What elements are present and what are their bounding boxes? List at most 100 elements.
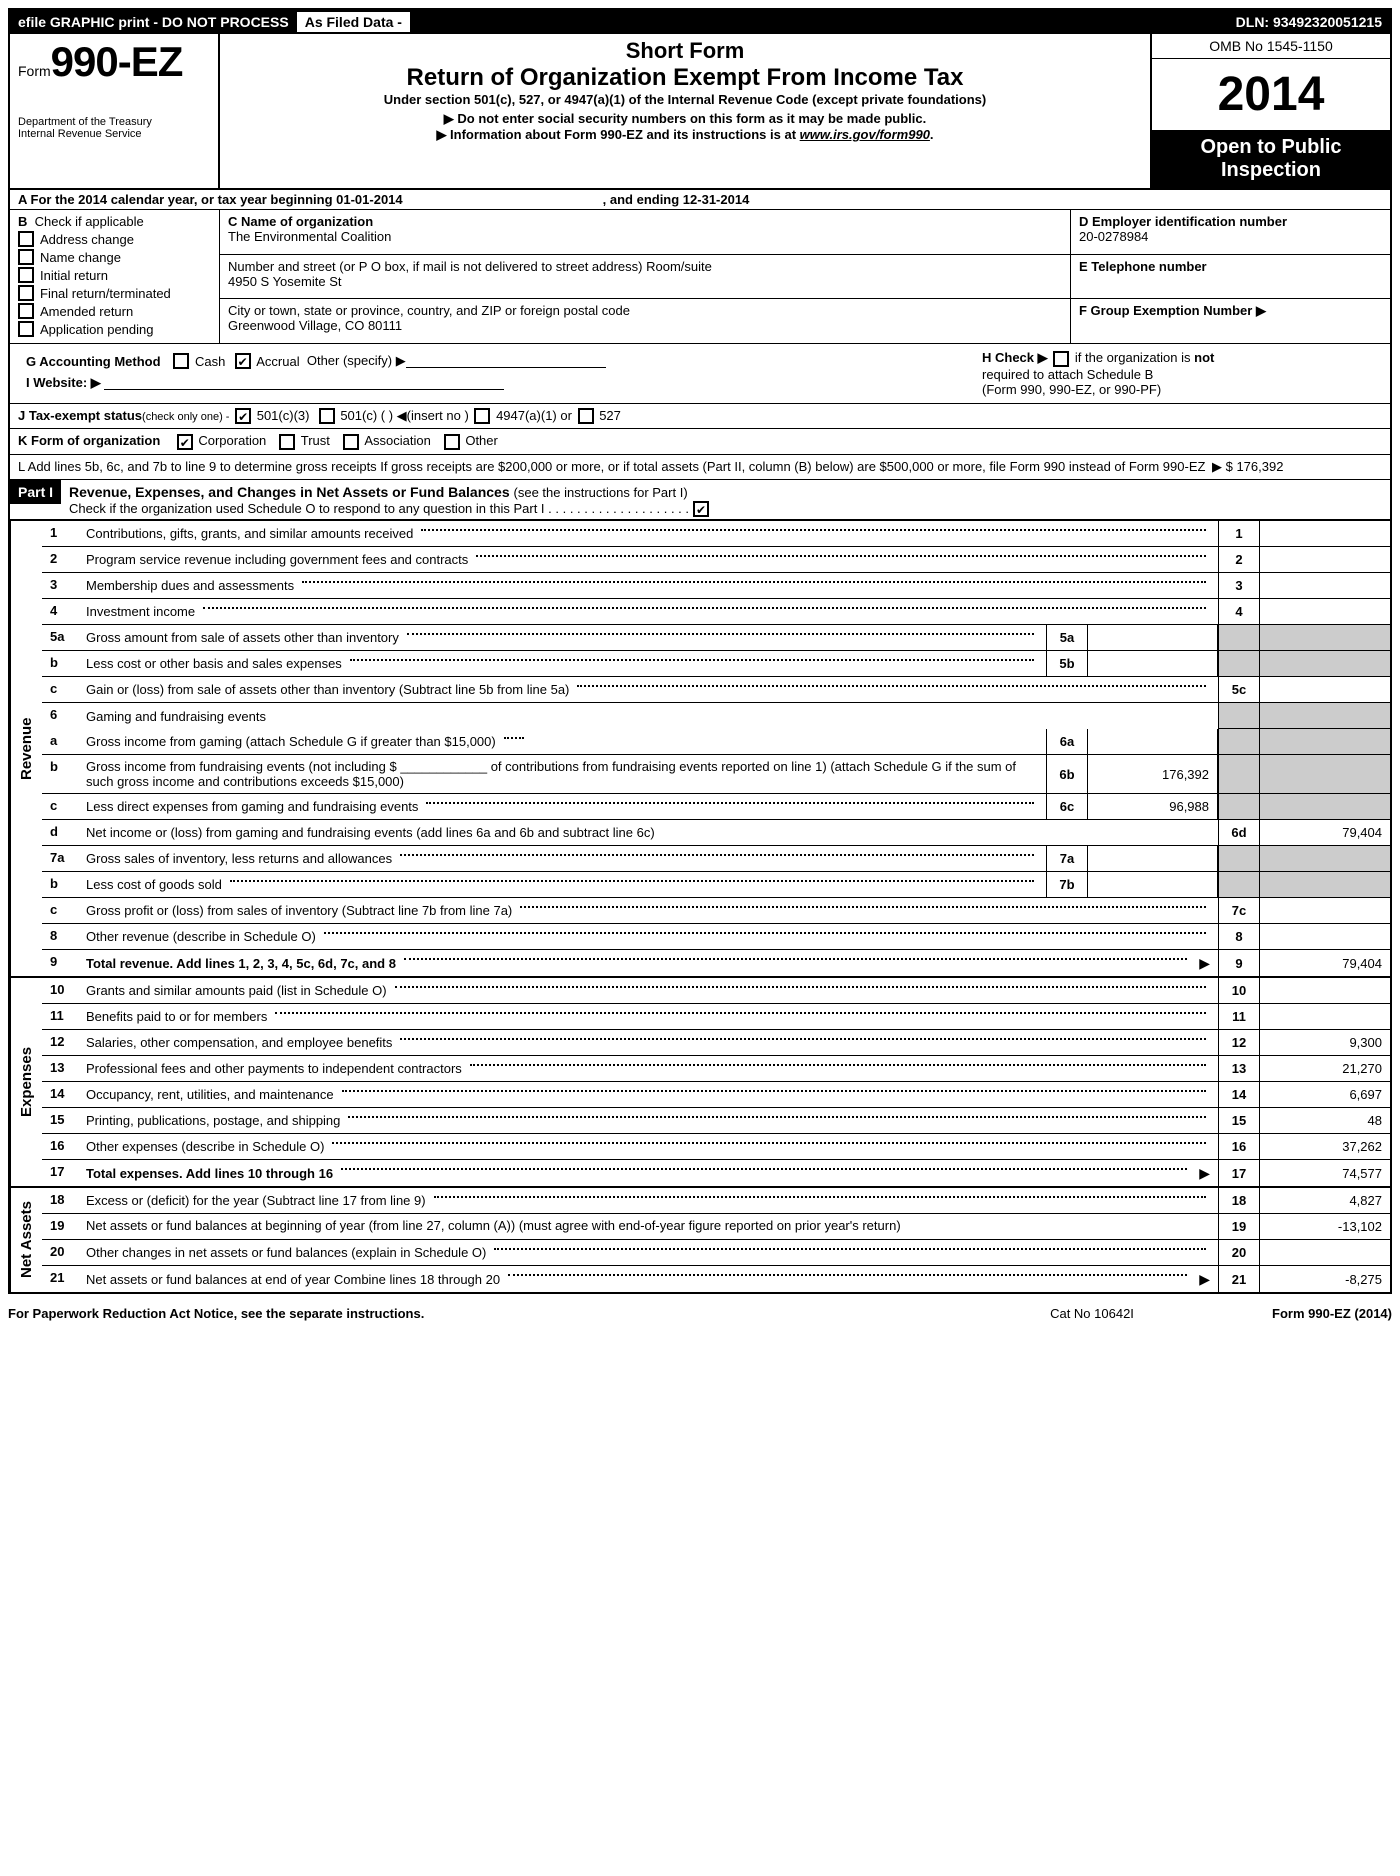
cb-name-change[interactable]: Name change	[18, 249, 211, 265]
section-b-c-d: B Check if applicable Address change Nam…	[10, 210, 1390, 344]
row-a-label: A For the 2014 calendar year, or tax yea…	[18, 192, 403, 207]
line-17: 17 Total expenses. Add lines 10 through …	[42, 1160, 1390, 1186]
line-12: 12 Salaries, other compensation, and emp…	[42, 1030, 1390, 1056]
revenue-body: 1 Contributions, gifts, grants, and simi…	[42, 521, 1390, 976]
row-a-ending: , and ending 12-31-2014	[603, 192, 750, 207]
line-4: 4 Investment income 4	[42, 599, 1390, 625]
open-public-1: Open to Public	[1158, 136, 1384, 159]
row-g: G Accounting Method Cash Accrual Other (…	[18, 350, 982, 372]
line-6d: d Net income or (loss) from gaming and f…	[42, 820, 1390, 846]
form-number: 990-EZ	[51, 38, 183, 85]
other-blank	[406, 354, 606, 368]
cb-501c[interactable]	[319, 408, 335, 424]
cb-address-change[interactable]: Address change	[18, 231, 211, 247]
col-c-name-label: C Name of organization	[228, 214, 373, 229]
line-3: 3 Membership dues and assessments 3	[42, 573, 1390, 599]
cb-application-pending[interactable]: Application pending	[18, 321, 211, 337]
section-g-h: G Accounting Method Cash Accrual Other (…	[10, 344, 1390, 404]
cb-corp[interactable]	[177, 434, 193, 450]
org-city: Greenwood Village, CO 80111	[228, 318, 1062, 333]
footer-right: Form 990-EZ (2014)	[1192, 1306, 1392, 1321]
col-b-label: B	[18, 214, 27, 229]
col-c-street-cell: Number and street (or P O box, if mail i…	[220, 255, 1070, 300]
part-1-header: Part I Revenue, Expenses, and Changes in…	[10, 480, 1390, 522]
cb-trust[interactable]	[279, 434, 295, 450]
line-1: 1 Contributions, gifts, grants, and simi…	[42, 521, 1390, 547]
row-l-amount: ▶ $ 176,392	[1212, 459, 1382, 475]
cb-other[interactable]	[444, 434, 460, 450]
col-h: H Check ▶ if the organization is not req…	[982, 350, 1382, 397]
line-6a: a Gross income from gaming (attach Sched…	[42, 729, 1390, 755]
col-c-name-cell: C Name of organization The Environmental…	[220, 210, 1070, 255]
col-c-city-cell: City or town, state or province, country…	[220, 299, 1070, 343]
revenue-side-label: Revenue	[10, 521, 42, 976]
part-1-title: Revenue, Expenses, and Changes in Net As…	[61, 482, 1390, 520]
col-c-city-label: City or town, state or province, country…	[228, 303, 1062, 318]
line-11: 11 Benefits paid to or for members 11	[42, 1004, 1390, 1030]
cb-4947[interactable]	[474, 408, 490, 424]
top-bar-mid: As Filed Data -	[297, 12, 410, 32]
open-public-2: Inspection	[1158, 159, 1384, 182]
line-5b: b Less cost or other basis and sales exp…	[42, 651, 1390, 677]
header-right: OMB No 1545-1150 2014 Open to Public Ins…	[1150, 34, 1390, 188]
cb-accrual[interactable]	[235, 353, 251, 369]
col-g: G Accounting Method Cash Accrual Other (…	[18, 350, 982, 397]
line-2: 2 Program service revenue including gove…	[42, 547, 1390, 573]
line-18: 18 Excess or (deficit) for the year (Sub…	[42, 1188, 1390, 1214]
notice-1: ▶ Do not enter social security numbers o…	[236, 111, 1134, 127]
col-d: D Employer identification number 20-0278…	[1070, 210, 1390, 343]
col-d-phone-label: E Telephone number	[1079, 259, 1382, 274]
form-id-cell: Form990-EZ Department of the Treasury In…	[10, 34, 220, 188]
cb-cash[interactable]	[173, 353, 189, 369]
col-d-ein-cell: D Employer identification number 20-0278…	[1071, 210, 1390, 255]
cb-527[interactable]	[578, 408, 594, 424]
dept-line1: Department of the Treasury	[18, 116, 210, 128]
cb-assoc[interactable]	[343, 434, 359, 450]
line-13: 13 Professional fees and other payments …	[42, 1056, 1390, 1082]
header-row: Form990-EZ Department of the Treasury In…	[10, 34, 1390, 190]
col-c: C Name of organization The Environmental…	[220, 210, 1070, 343]
top-bar-left: efile GRAPHIC print - DO NOT PROCESS	[10, 12, 297, 32]
row-l-text: L Add lines 5b, 6c, and 7b to line 9 to …	[18, 459, 1212, 475]
part-1-check: Check if the organization used Schedule …	[69, 501, 711, 516]
line-19: 19 Net assets or fund balances at beginn…	[42, 1214, 1390, 1240]
open-public: Open to Public Inspection	[1152, 130, 1390, 188]
netassets-side-label: Net Assets	[10, 1188, 42, 1292]
footer-mid: Cat No 10642I	[992, 1306, 1192, 1321]
line-7c: c Gross profit or (loss) from sales of i…	[42, 898, 1390, 924]
row-g-label: G Accounting Method	[26, 354, 161, 369]
expenses-side-label: Expenses	[10, 978, 42, 1186]
org-name: The Environmental Coalition	[228, 229, 1062, 244]
irs-link[interactable]: www.irs.gov/form990	[800, 127, 930, 142]
ein-value: 20-0278984	[1079, 229, 1382, 244]
part-1-label: Part I	[10, 480, 61, 504]
notice-2: ▶ Information about Form 990-EZ and its …	[236, 127, 1134, 143]
cb-part1-scho[interactable]	[693, 501, 709, 517]
row-j-label: J Tax-exempt status	[18, 408, 142, 423]
row-h-line2: required to attach Schedule B	[982, 367, 1382, 382]
col-b-check-label: Check if applicable	[35, 214, 144, 229]
cb-initial-return[interactable]: Initial return	[18, 267, 211, 283]
website-blank	[104, 376, 504, 390]
cb-h[interactable]	[1053, 351, 1069, 367]
revenue-section: Revenue 1 Contributions, gifts, grants, …	[10, 521, 1390, 978]
row-l: L Add lines 5b, 6c, and 7b to line 9 to …	[10, 455, 1390, 480]
cb-amended-return[interactable]: Amended return	[18, 303, 211, 319]
footer: For Paperwork Reduction Act Notice, see …	[0, 1302, 1400, 1325]
cb-final-return[interactable]: Final return/terminated	[18, 285, 211, 301]
row-j: J Tax-exempt status(check only one) - 50…	[10, 404, 1390, 430]
org-street: 4950 S Yosemite St	[228, 274, 1062, 289]
line-16: 16 Other expenses (describe in Schedule …	[42, 1134, 1390, 1160]
col-c-street-label: Number and street (or P O box, if mail i…	[228, 259, 1062, 274]
line-6: 6 Gaming and fundraising events	[42, 703, 1390, 729]
form-container: efile GRAPHIC print - DO NOT PROCESS As …	[8, 8, 1392, 1294]
form-title: Return of Organization Exempt From Incom…	[236, 64, 1134, 92]
col-d-group-label: F Group Exemption Number ▶	[1079, 303, 1382, 319]
short-form-title: Short Form	[236, 38, 1134, 64]
line-15: 15 Printing, publications, postage, and …	[42, 1108, 1390, 1134]
notice-2-pre: ▶ Information about Form 990-EZ and its …	[436, 127, 799, 142]
line-5c: c Gain or (loss) from sale of assets oth…	[42, 677, 1390, 703]
row-k-label: K Form of organization	[18, 433, 160, 448]
form-subtitle: Under section 501(c), 527, or 4947(a)(1)…	[236, 92, 1134, 107]
cb-501c3[interactable]	[235, 408, 251, 424]
